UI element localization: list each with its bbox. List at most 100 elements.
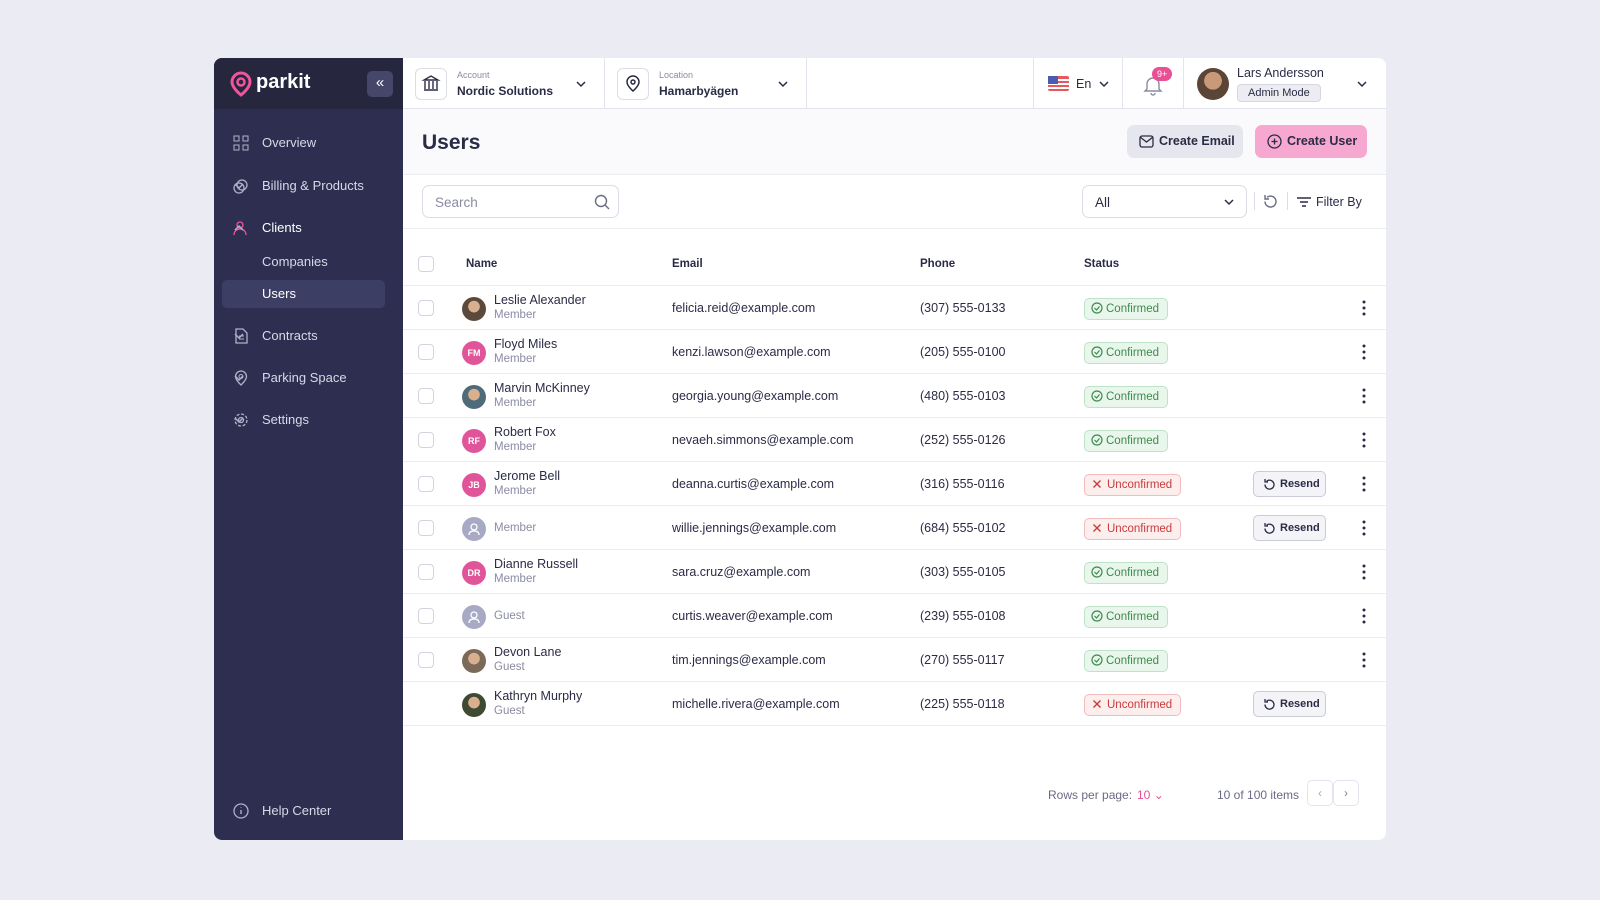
user-name: Marvin McKinney <box>494 381 590 395</box>
dots-icon <box>1362 388 1366 404</box>
dots-icon <box>1362 520 1366 536</box>
avatar <box>462 605 486 629</box>
rows-per-page[interactable]: 10 ⌄ <box>1137 788 1164 802</box>
user-role: Member <box>494 397 537 409</box>
resend-label: Resend <box>1280 522 1320 534</box>
filter-button[interactable]: Filter By <box>1294 186 1362 218</box>
language-selector[interactable]: En <box>1034 58 1123 109</box>
nav-item[interactable]: Contracts <box>222 322 385 350</box>
chevron <box>1357 81 1367 88</box>
dots-icon <box>1362 344 1366 360</box>
row-menu[interactable] <box>1356 563 1372 581</box>
avatar <box>462 517 486 541</box>
row-checkbox[interactable] <box>418 344 434 360</box>
check-icon <box>1091 566 1103 578</box>
row-menu[interactable] <box>1356 299 1372 317</box>
location-value: Hamarbyägen <box>659 84 739 98</box>
status-label: Confirmed <box>1106 303 1160 315</box>
bank-icon <box>421 75 441 91</box>
account-value: Nordic Solutions <box>457 84 553 98</box>
language: En <box>1076 77 1092 91</box>
nav-label: Clients <box>262 220 302 235</box>
resend-button[interactable]: Resend <box>1253 515 1326 541</box>
nav-subitem[interactable]: Users <box>222 280 385 308</box>
nav-item[interactable]: Clients <box>222 214 385 242</box>
x-icon <box>1093 480 1101 488</box>
row-checkbox[interactable] <box>418 476 434 492</box>
divider <box>1254 192 1255 210</box>
logo-text: parkit <box>256 71 311 93</box>
row-checkbox[interactable] <box>418 388 434 404</box>
column-header: Status <box>1084 258 1120 270</box>
pin-icon <box>626 75 640 92</box>
topbar-spacer <box>807 58 1034 109</box>
dots-icon <box>1362 564 1366 580</box>
row-checkbox[interactable] <box>418 432 434 448</box>
refresh-icon <box>1264 699 1275 710</box>
table-row: RF Robert Fox Member nevaeh.simmons@example… <box>403 418 1386 462</box>
avatar: JB <box>462 473 486 497</box>
table-row: Member willie.jennings@example.com (684) 5… <box>403 506 1386 550</box>
email: kenzi.lawson@example.com <box>672 345 831 359</box>
table-header: Name Email Phone Status <box>403 242 1386 286</box>
row-checkbox[interactable] <box>418 652 434 668</box>
status-label: Confirmed <box>1106 611 1160 623</box>
user-name: Devon Lane <box>494 645 562 659</box>
account-selector[interactable]: Account Nordic Solutions <box>403 58 605 109</box>
row-menu[interactable] <box>1356 475 1372 493</box>
row-checkbox[interactable] <box>418 520 434 536</box>
row-menu[interactable] <box>1356 343 1372 361</box>
row-checkbox[interactable] <box>418 564 434 580</box>
notifications[interactable]: 9+ <box>1123 58 1184 109</box>
row-menu[interactable] <box>1356 519 1372 537</box>
nav-item[interactable]: Billing & Products <box>222 172 385 200</box>
create-email-button[interactable]: Create Email <box>1127 125 1243 158</box>
nav-subitem[interactable]: Companies <box>222 248 385 276</box>
page-header: Users Create Email Create User <box>403 109 1386 175</box>
row-checkbox[interactable] <box>418 300 434 316</box>
resend-button[interactable]: Resend <box>1253 691 1326 717</box>
nav-item[interactable]: Overview <box>222 129 385 157</box>
row-menu[interactable] <box>1356 387 1372 405</box>
select-all[interactable] <box>418 256 434 272</box>
search-input[interactable]: Search <box>422 185 619 218</box>
status-label: Confirmed <box>1106 567 1160 579</box>
table-row: Kathryn Murphy Guest michelle.rivera@examp… <box>403 682 1386 726</box>
status-label: Confirmed <box>1106 655 1160 667</box>
dots-icon <box>1362 432 1366 448</box>
row-menu[interactable] <box>1356 607 1372 625</box>
create-user-button[interactable]: Create User <box>1255 125 1367 158</box>
nav-item[interactable]: Parking Space <box>222 364 385 392</box>
row-checkbox[interactable] <box>418 608 434 624</box>
filter-select[interactable]: All <box>1082 185 1247 218</box>
user-role: Member <box>494 353 537 365</box>
chevron <box>778 81 788 88</box>
nav-item[interactable]: Settings <box>222 406 385 434</box>
user-menu[interactable]: Lars Andersson Admin Mode <box>1184 58 1386 109</box>
chevron <box>234 224 244 231</box>
row-menu[interactable] <box>1356 651 1372 669</box>
dots-icon <box>1362 476 1366 492</box>
row-menu[interactable] <box>1356 431 1372 449</box>
nav-label: Overview <box>262 135 317 150</box>
status-badge: Confirmed <box>1084 562 1169 584</box>
rows-per-page-label: Rows per page: <box>1048 788 1133 802</box>
location-selector[interactable]: Location Hamarbyägen <box>605 58 807 109</box>
logo-icon <box>230 71 252 97</box>
user-name: Jerome Bell <box>494 469 560 483</box>
status-label: Unconfirmed <box>1107 523 1173 535</box>
refresh-button[interactable] <box>1262 193 1279 210</box>
resend-button[interactable]: Resend <box>1253 471 1326 497</box>
check-icon <box>1091 302 1103 314</box>
help-link[interactable]: Help Center <box>262 803 332 818</box>
status-badge: Confirmed <box>1084 342 1169 364</box>
prev-page[interactable]: ‹ <box>1307 780 1333 806</box>
status-badge: Unconfirmed <box>1084 518 1182 540</box>
user-role: Member <box>494 522 537 534</box>
next-page[interactable]: › <box>1333 780 1359 806</box>
collapse-button[interactable]: « <box>367 71 393 97</box>
divider <box>403 228 1386 229</box>
location-icon <box>617 68 649 100</box>
nav-label: Users <box>262 286 296 301</box>
user-role: Guest <box>494 705 525 717</box>
